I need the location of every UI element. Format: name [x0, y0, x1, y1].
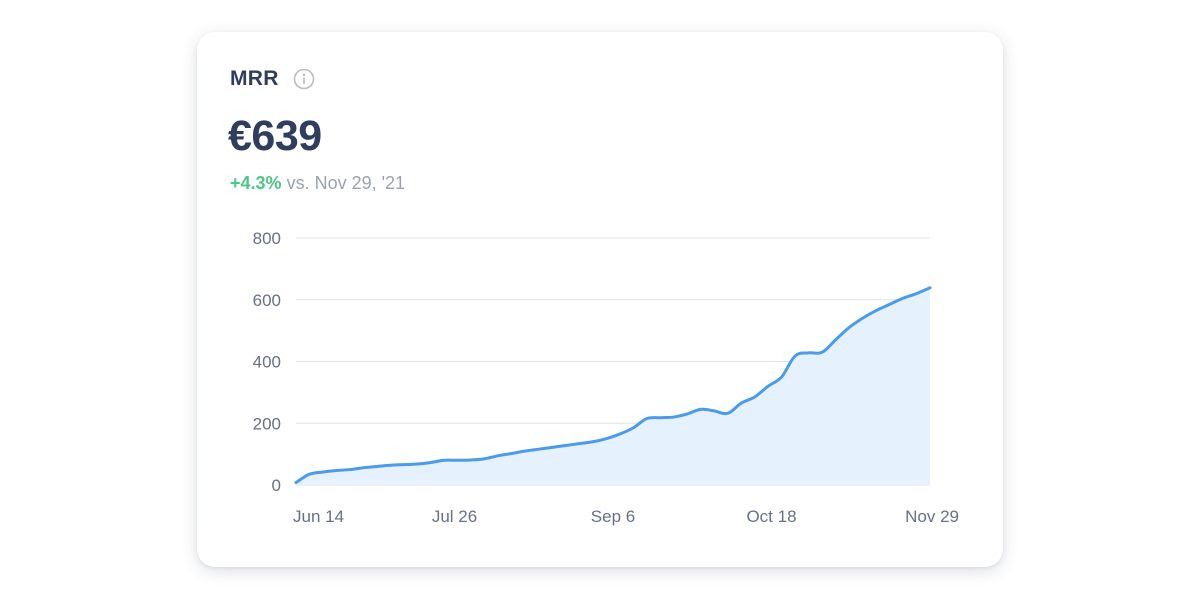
y-tick-label: 200: [253, 414, 281, 433]
x-tick-label: Jun 14: [293, 507, 344, 526]
y-tick-label: 600: [253, 291, 281, 310]
x-tick-label: Sep 6: [591, 507, 635, 526]
card-title: MRR: [230, 67, 279, 90]
mrr-card: MRR €639 +4.3% vs. Nov 29, '21 0 200 400 60…: [197, 32, 1003, 567]
y-tick-label: 800: [253, 229, 281, 248]
y-axis-labels: 0 200 400 600 800: [253, 229, 281, 495]
mrr-chart: 0 200 400 600 800 Jun 14 Jul 26 Sep 6 Oct 18 Nov…: [253, 229, 959, 526]
y-tick-label: 400: [253, 353, 281, 372]
x-tick-label: Oct 18: [746, 507, 796, 526]
change-summary: +4.3% vs. Nov 29, '21: [230, 173, 405, 194]
mrr-value: €639: [228, 112, 322, 160]
card-header: MRR: [230, 67, 315, 91]
mrr-line: [294, 286, 932, 485]
y-tick-label: 0: [272, 476, 281, 495]
x-tick-label: Nov 29: [905, 507, 959, 526]
change-comparison: vs. Nov 29, '21: [286, 173, 406, 193]
area-fill: [296, 287, 930, 485]
x-tick-label: Jul 26: [432, 507, 477, 526]
info-circle-icon[interactable]: [293, 68, 315, 90]
change-percent: +4.3%: [230, 173, 282, 193]
x-axis-labels: Jun 14 Jul 26 Sep 6 Oct 18 Nov 29: [293, 507, 959, 526]
